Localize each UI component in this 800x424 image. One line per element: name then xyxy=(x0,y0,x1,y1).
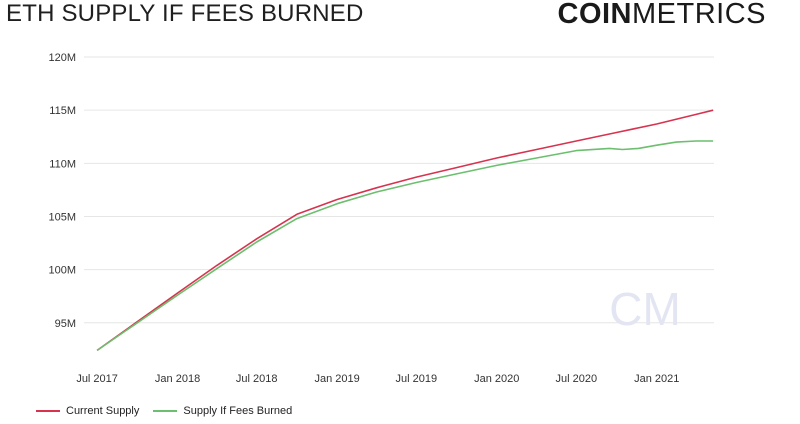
y-tick-label: 110M xyxy=(49,158,76,170)
series-line-current-supply xyxy=(96,109,714,352)
y-tick-label: 100M xyxy=(48,265,76,277)
legend-swatch xyxy=(36,410,60,412)
y-tick-label: 95M xyxy=(55,318,76,330)
watermark: CM xyxy=(609,283,681,335)
x-tick-label: Jul 2018 xyxy=(236,373,278,385)
y-tick-label: 105M xyxy=(48,211,76,223)
series-line-supply-if-fees-burned xyxy=(96,140,714,352)
x-tick-label: Jan 2021 xyxy=(634,373,679,385)
y-tick-label: 115M xyxy=(49,105,76,117)
x-tick-label: Jul 2019 xyxy=(395,373,437,385)
x-tick-label: Jan 2020 xyxy=(474,373,519,385)
legend-label: Supply If Fees Burned xyxy=(183,405,293,417)
brand-logo: COINMETRICS xyxy=(557,0,766,30)
x-tick-label: Jul 2020 xyxy=(555,373,597,385)
legend-item[interactable]: Supply If Fees Burned xyxy=(153,405,292,417)
x-tick-label: Jan 2018 xyxy=(155,373,200,385)
legend-swatch xyxy=(153,410,178,412)
legend-item[interactable]: Current Supply xyxy=(36,405,139,417)
x-tick-label: Jan 2019 xyxy=(315,373,360,385)
legend-label: Current Supply xyxy=(66,405,140,417)
legend: Current Supply Supply If Fees Burned xyxy=(36,405,306,417)
x-tick-label: Jul 2017 xyxy=(76,373,118,385)
chart-title: ETH SUPPLY IF FEES BURNED xyxy=(6,0,364,27)
y-tick-label: 120M xyxy=(48,52,76,64)
